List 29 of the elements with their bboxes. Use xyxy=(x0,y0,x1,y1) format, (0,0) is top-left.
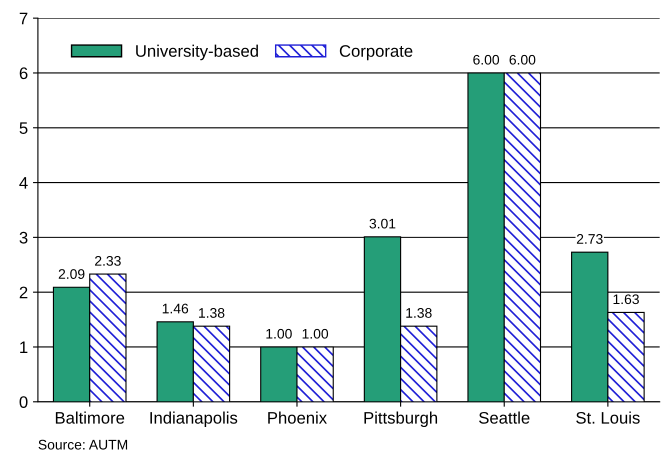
y-tick-label: 1 xyxy=(20,342,28,354)
x-tick-label: Phoenix xyxy=(268,412,327,424)
x-tick-label: Pittsburgh xyxy=(364,412,438,428)
x-tick-label: Indianapolis xyxy=(150,412,238,428)
y-tick-label: 6 xyxy=(20,67,28,80)
data-label: 3.01 xyxy=(369,218,396,229)
data-label: 2.33 xyxy=(95,256,121,266)
y-tick-label: 2 xyxy=(20,286,28,298)
data-label: 2.09 xyxy=(58,269,84,279)
data-label: 2.73 xyxy=(576,234,603,244)
data-label: 1.38 xyxy=(199,308,224,318)
data-label: 6.00 xyxy=(510,54,536,65)
data-label: 1.38 xyxy=(406,308,432,318)
legend-label: Corporate xyxy=(340,45,412,60)
data-label: 6.00 xyxy=(473,54,500,65)
x-tick-label: Baltimore xyxy=(56,412,124,424)
y-tick-label: 4 xyxy=(19,177,28,189)
data-label: 1.00 xyxy=(302,328,328,339)
legend-label: University-based xyxy=(136,44,258,60)
y-tick-label: 0 xyxy=(20,396,28,408)
data-label: 1.63 xyxy=(614,294,639,304)
data-label: 1.00 xyxy=(266,328,292,339)
y-tick-label: 3 xyxy=(20,232,28,244)
data-label: 1.46 xyxy=(162,304,188,314)
y-tick-label: 5 xyxy=(20,122,28,134)
source-note: Source: AUTM xyxy=(38,440,128,450)
y-tick-label: 7 xyxy=(20,12,28,24)
x-tick-label: Seattle xyxy=(479,412,530,424)
x-tick-label: St. Louis xyxy=(576,412,640,424)
